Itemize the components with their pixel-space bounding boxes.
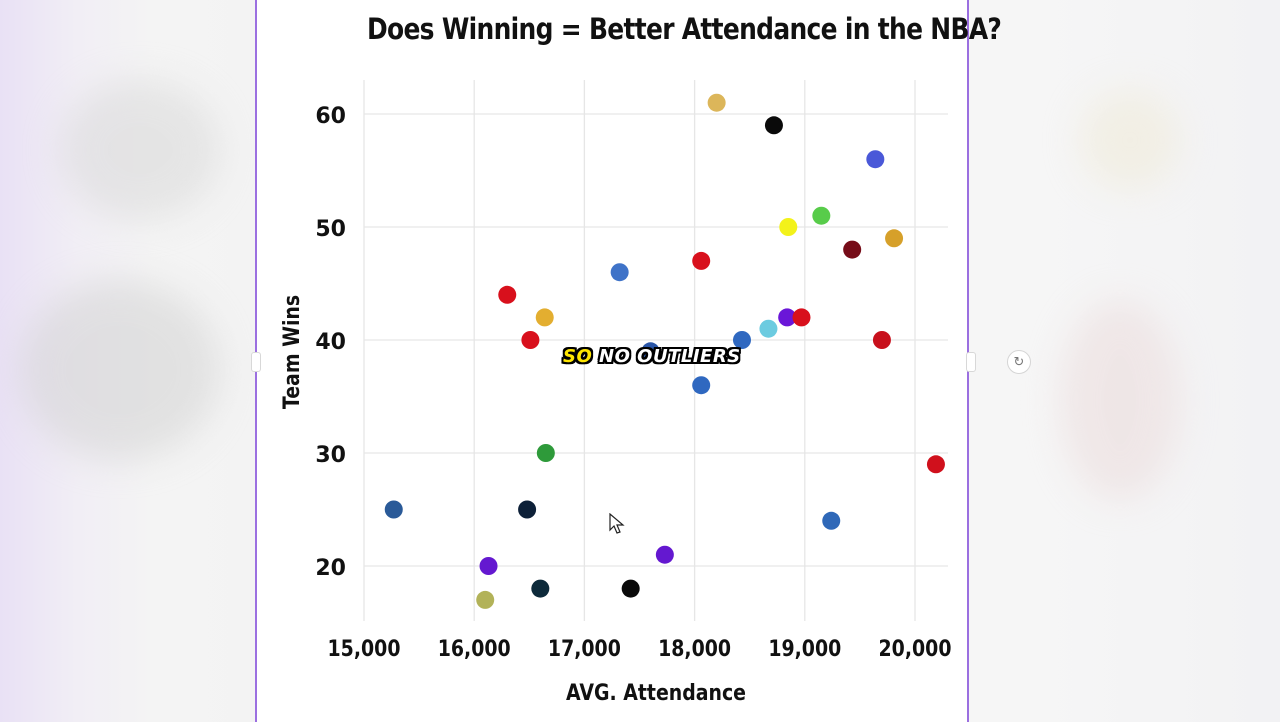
- background-blur: [20, 280, 220, 460]
- resize-handle-right[interactable]: [966, 352, 976, 372]
- data-point: [610, 263, 629, 282]
- x-tick-label: 18,000: [658, 636, 731, 662]
- y-tick-label: 30: [315, 443, 346, 468]
- data-point: [779, 218, 798, 236]
- caption-text: NO OUTLIERS: [592, 346, 741, 367]
- data-point: [621, 579, 640, 598]
- data-point: [778, 308, 797, 327]
- y-tick-labels: 20 30 40 50 60: [315, 104, 346, 581]
- y-tick-label: 40: [315, 330, 346, 355]
- background-blur: [1060, 300, 1180, 500]
- chart-frame[interactable]: [255, 0, 969, 722]
- data-point: [655, 545, 674, 564]
- y-axis-label: Team Wins: [279, 295, 305, 409]
- data-point: [707, 93, 726, 112]
- data-point: [792, 308, 811, 327]
- y-tick-label: 60: [315, 104, 346, 129]
- data-point: [531, 579, 550, 598]
- resize-handle-left[interactable]: [251, 352, 261, 372]
- x-tick-label: 19,000: [768, 636, 841, 662]
- data-point: [885, 229, 904, 248]
- data-point: [812, 206, 831, 225]
- data-point: [518, 500, 537, 519]
- video-caption: SO NO OUTLIERS: [563, 346, 741, 367]
- data-point: [692, 251, 711, 270]
- x-axis-label: AVG. Attendance: [566, 680, 746, 706]
- caption-highlight: SO: [563, 346, 593, 367]
- background-blur: [1080, 90, 1180, 190]
- y-tick-label: 20: [315, 556, 346, 581]
- data-point: [384, 500, 403, 519]
- data-point: [822, 511, 841, 530]
- data-points: [384, 93, 945, 609]
- x-tick-label: 20,000: [879, 636, 952, 662]
- data-point: [498, 285, 517, 304]
- rotate-icon[interactable]: ↻: [1007, 350, 1031, 374]
- data-point: [535, 308, 554, 327]
- x-tick-label: 17,000: [548, 636, 621, 662]
- data-point: [479, 557, 498, 575]
- data-point: [641, 342, 660, 361]
- y-tick-label: 50: [315, 217, 346, 242]
- data-point: [843, 240, 862, 259]
- mouse-cursor-icon: [609, 513, 625, 534]
- x-tick-label: 16,000: [438, 636, 511, 662]
- data-point: [759, 319, 778, 338]
- x-tick-label: 15,000: [328, 636, 401, 662]
- data-point: [764, 116, 783, 135]
- data-point: [521, 331, 540, 349]
- data-point: [926, 455, 945, 474]
- data-point: [732, 331, 751, 349]
- background-blur: [60, 80, 220, 220]
- data-point: [476, 590, 495, 609]
- grid: [363, 80, 948, 621]
- data-point: [536, 444, 555, 462]
- x-tick-labels: 15,000 16,000 17,000 18,000 19,000 20,000: [328, 636, 952, 662]
- data-point: [866, 150, 885, 169]
- data-point: [692, 376, 711, 395]
- data-point: [872, 331, 891, 349]
